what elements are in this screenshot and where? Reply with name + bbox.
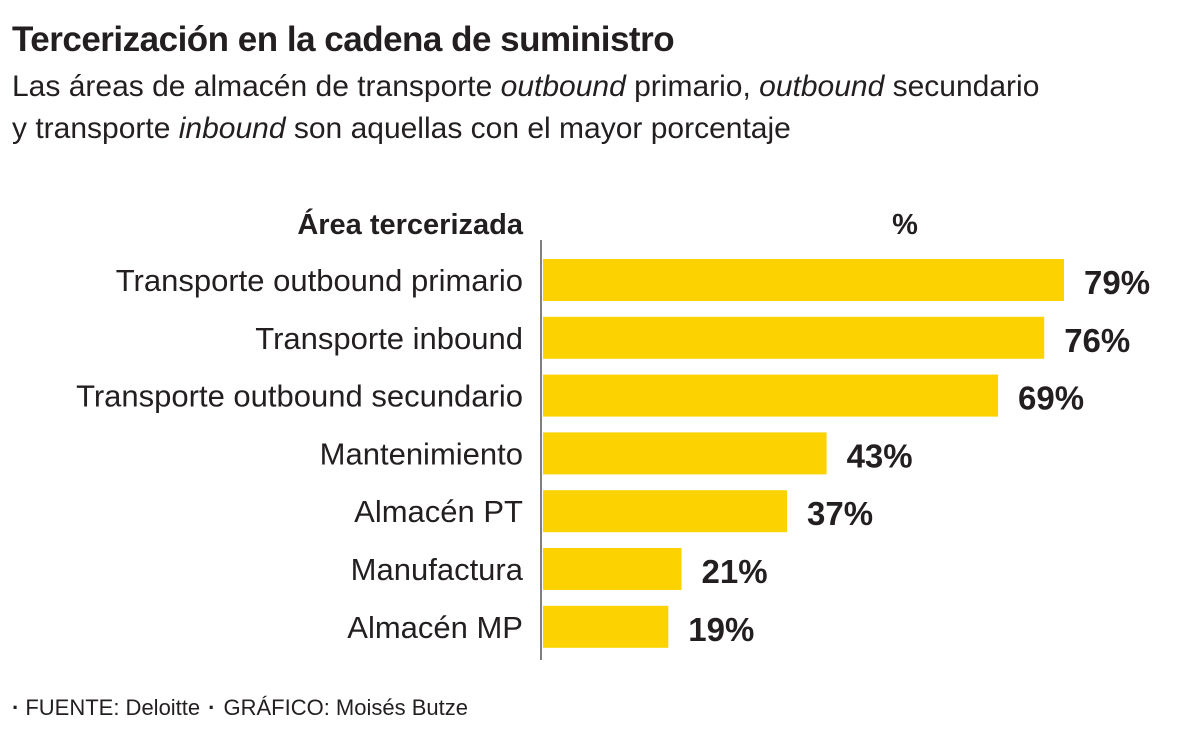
bar [543,374,999,417]
subtitle-fragment: outbound [500,70,626,103]
category-label: Mantenimiento [320,436,523,471]
bar [543,316,1045,359]
subtitle-fragment: secundario [884,70,1040,103]
value-label: 43% [847,437,913,474]
value-label: 19% [688,611,754,648]
category-label: Almacén MP [347,610,523,645]
chart-subtitle: Las áreas de almacén de transporte outbo… [12,66,1192,150]
category-label: Almacén PT [354,494,523,529]
subtitle-fragment: primario, [625,70,760,103]
subtitle-fragment: son aquellas con el mayor porcentaje [285,112,791,145]
chart-title: Tercerización en la cadena de suministro [12,20,675,59]
category-label: Transporte outbound primario [116,263,523,298]
value-label: 37% [807,495,873,532]
bar [543,259,1064,301]
bullet-icon: · [208,695,216,720]
value-label: 76% [1064,322,1130,359]
bar [543,605,669,648]
value-label: 21% [701,553,767,590]
category-column-header: Área tercerizada [297,207,524,241]
category-label: Transporte inbound [255,321,523,356]
bar [543,490,788,533]
subtitle-fragment: outbound [759,70,885,103]
source-label: FUENTE: Deloitte [25,695,201,720]
footer: · FUENTE: Deloitte · GRÁFICO: Moisés Butze [12,697,468,719]
value-label: 69% [1018,380,1084,417]
subtitle-fragment: inbound [178,112,286,145]
bar [543,432,827,475]
credit-label: GRÁFICO: Moisés Butze [223,695,468,720]
category-label: Manufactura [351,552,524,587]
subtitle-fragment: y transporte [12,112,179,145]
bar [543,548,682,590]
value-label: 79% [1084,264,1150,301]
category-label: Transporte outbound secundario [76,379,523,414]
value-column-header: % [892,209,918,241]
bullet-icon: · [12,695,20,720]
subtitle-fragment: Las áreas de almacén de transporte [12,70,501,103]
